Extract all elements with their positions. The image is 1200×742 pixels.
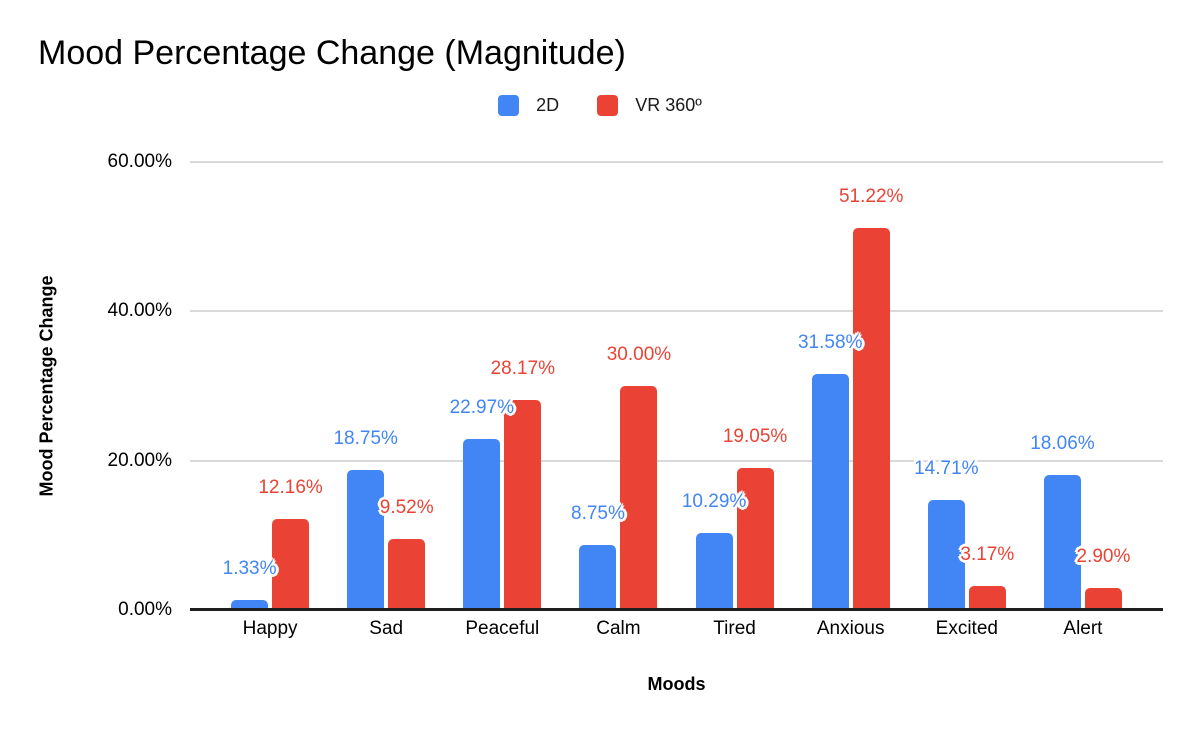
bar-2d-sad: 18.75%: [333, 428, 398, 610]
y-tick-label: 40.00%: [107, 300, 172, 322]
bar-vr-360--calm: 30.00%: [607, 344, 671, 610]
plot-area: 1.33% 12.16% 18.75% 9.52% 22.97% 28.17% 8.75% 3…: [190, 161, 1163, 611]
bar-2d-alert: 18.06%: [1030, 433, 1095, 610]
y-tick-label: 0.00%: [118, 599, 172, 620]
bar-value-label: 31.58%: [797, 332, 863, 354]
bar-vr-360--happy: 12.16%: [258, 477, 323, 610]
gridline-60: [190, 161, 1163, 163]
bar-value-label: 14.71%: [914, 458, 979, 480]
bar-group-peaceful: 22.97% 28.17%: [444, 162, 560, 610]
category-label-calm: Calm: [596, 618, 641, 639]
bar-2d-calm: 8.75%: [571, 503, 625, 610]
bar-2d-happy: 1.33%: [223, 558, 277, 610]
category-labels: Happy Sad Peaceful Calm Tired Anxious Excited A…: [190, 618, 1163, 640]
bar-2d-excited: 14.71%: [914, 458, 979, 610]
bar-group-excited: 14.71% 3.17%: [909, 162, 1025, 610]
category-label-happy: Happy: [242, 618, 298, 639]
bar-vr-360--sad: 9.52%: [380, 497, 434, 610]
bar-value-label: 3.17%: [960, 544, 1015, 566]
bars-container: 1.33% 12.16% 18.75% 9.52% 22.97% 28.17% 8.75% 3…: [190, 162, 1163, 610]
legend-label: 2D: [536, 95, 560, 115]
bar-value-label: 8.75%: [571, 502, 625, 524]
bar-value-label: 19.05%: [722, 425, 788, 447]
gridline-40: [190, 310, 1163, 313]
bar-group-calm: 8.75% 30.00%: [560, 162, 676, 610]
legend-item-2d: 2D: [498, 95, 559, 116]
y-axis-title: Mood Percentage Change: [36, 275, 57, 497]
bar-vr-360--excited: 3.17%: [960, 544, 1014, 610]
category-label-peaceful: Peaceful: [465, 618, 540, 639]
bar-group-anxious: 31.58% 51.22%: [793, 162, 909, 610]
bar-value-label: 22.97%: [449, 396, 515, 418]
bar-vr-360--peaceful: 28.17%: [491, 358, 555, 610]
bar-value-label: 10.29%: [681, 491, 747, 513]
bar-group-tired: 10.29% 19.05%: [677, 162, 793, 610]
bar-vr-360--anxious: 51.22%: [839, 186, 903, 610]
bar-group-happy: 1.33% 12.16%: [212, 162, 328, 610]
y-tick-label: 20.00%: [107, 449, 172, 471]
category-label-alert: Alert: [1063, 618, 1103, 639]
bar-value-label: 2.90%: [1076, 546, 1131, 568]
bar-value-label: 30.00%: [606, 344, 672, 365]
bar-2d-peaceful: 22.97%: [450, 397, 514, 610]
legend-item-vr: VR 360º: [597, 95, 702, 116]
x-axis-title: Moods: [647, 674, 706, 694]
legend-swatch: [597, 95, 619, 116]
legend-label: VR 360º: [635, 95, 702, 115]
category-label-excited: Excited: [935, 618, 998, 639]
category-label-anxious: Anxious: [816, 618, 885, 639]
bar-vr-360--tired: 19.05%: [723, 426, 787, 610]
bar-group-sad: 18.75% 9.52%: [328, 162, 444, 610]
bar-value-label: 18.75%: [333, 428, 398, 449]
bar-value-label: 28.17%: [490, 357, 556, 379]
bar-value-label: 51.22%: [838, 185, 904, 207]
legend-swatch: [498, 95, 520, 116]
bar-vr-360--alert: 2.90%: [1077, 546, 1130, 610]
category-label-tired: Tired: [713, 618, 756, 639]
bar-2d-tired: 10.29%: [682, 491, 746, 610]
bar-value-label: 12.16%: [258, 477, 323, 499]
category-label-sad: Sad: [369, 618, 404, 639]
gridline-20: [190, 459, 1163, 462]
bar-value-label: 9.52%: [379, 496, 434, 518]
bar-value-label: 18.06%: [1030, 433, 1095, 455]
y-tick-label: 60.00%: [107, 151, 172, 172]
bar-value-label: 1.33%: [222, 558, 277, 580]
x-axis-line: [190, 608, 1163, 611]
chart-legend: 2D VR 360º: [0, 95, 1200, 116]
bar-2d-anxious: 31.58%: [798, 332, 862, 610]
chart-title: Mood Percentage Change (Magnitude): [38, 34, 626, 72]
bar-group-alert: 18.06% 2.90%: [1025, 162, 1141, 610]
